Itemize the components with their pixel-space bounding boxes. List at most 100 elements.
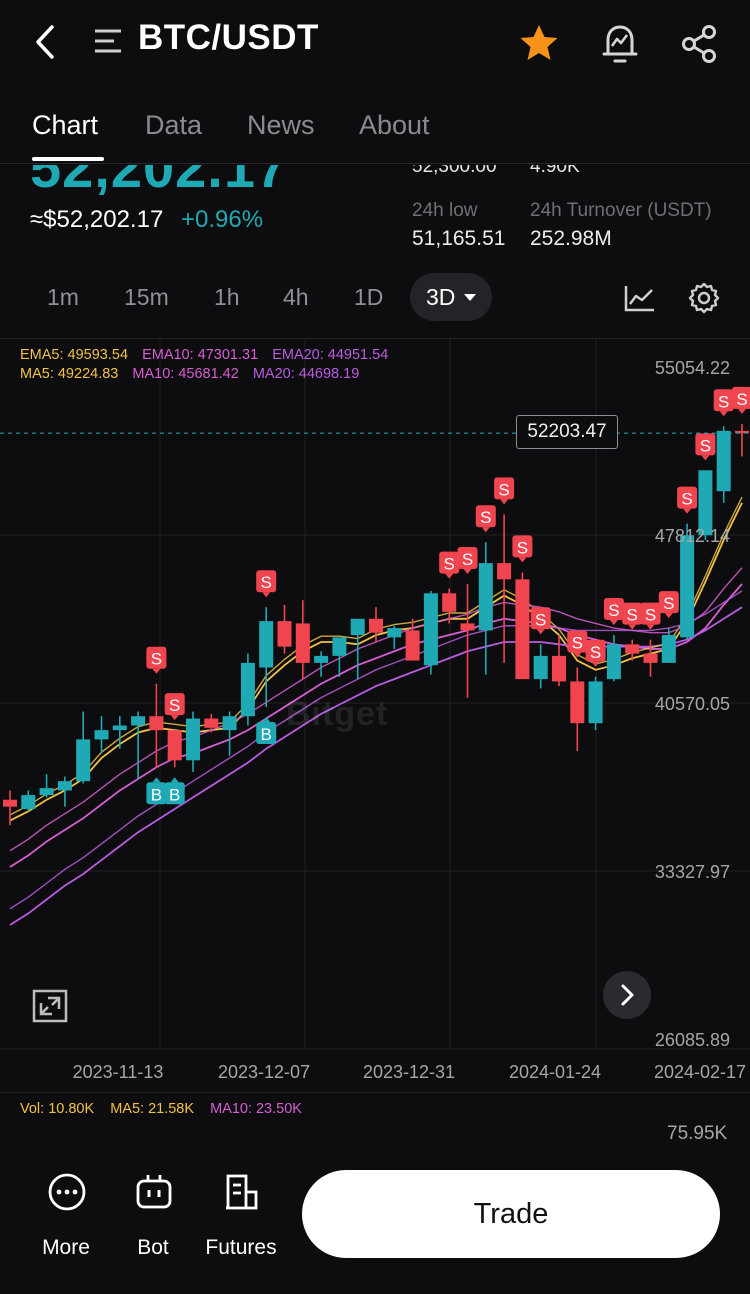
chart-area[interactable]: S S B B S B S S S S S S S S S S S S S S S S 55054.22 47812.14 40… [0, 338, 750, 1092]
candle-body [149, 716, 164, 731]
ticker-clipped-row: 52,202.17 52,300.00 4.90K [0, 165, 750, 195]
candle-body [423, 593, 438, 666]
candle-body [350, 618, 365, 636]
volume-axis-max: 75.95K [667, 1123, 728, 1144]
tab-bar: Chart Data News About [0, 100, 750, 164]
ma10-legend: MA10: 45681.42 [132, 366, 239, 382]
x-tick-label: 2023-11-13 [73, 1062, 164, 1082]
ema-legend: EMA5: 49593.54 EMA10: 47301.31 EMA20: 44… [20, 347, 398, 363]
tab-news[interactable]: News [247, 110, 315, 140]
marker-pointer [481, 527, 490, 533]
marker-label: S [645, 606, 656, 625]
interval-15m[interactable]: 15m [124, 284, 169, 310]
line-chart-icon[interactable] [624, 284, 656, 312]
tab-chart[interactable]: Chart [32, 110, 99, 140]
fullscreen-icon[interactable] [32, 989, 68, 1023]
interval-selected-label: 3D [426, 284, 456, 310]
marker-pointer [738, 408, 746, 414]
candle-body [588, 681, 603, 724]
candle-body [661, 635, 676, 663]
interval-1d[interactable]: 1D [354, 284, 384, 310]
marker-label: S [572, 634, 583, 653]
marker-pointer [262, 592, 271, 598]
marker-label: S [608, 601, 619, 620]
marker-label: S [663, 594, 674, 613]
marker-pointer [573, 652, 582, 658]
marker-pointer [701, 455, 710, 461]
marker-label: S [700, 436, 711, 455]
candle-body [277, 621, 292, 647]
menu-icon[interactable] [92, 27, 124, 55]
marker-pointer [445, 573, 454, 579]
x-tick-label: 2024-01-24 [509, 1062, 601, 1082]
ma-line-ma5 [9, 502, 743, 822]
candle-body [698, 470, 713, 536]
back-icon[interactable] [28, 22, 62, 62]
interval-4h[interactable]: 4h [283, 284, 309, 310]
candle-body [369, 618, 383, 633]
star-icon[interactable] [518, 22, 560, 64]
sell-marker [439, 551, 460, 574]
candle-body [39, 788, 54, 796]
marker-pointer [152, 668, 161, 674]
sell-marker [164, 693, 185, 716]
ema-line-ema20 [9, 590, 743, 910]
volume-legend: Vol: 10.80K MA5: 21.58K MA10: 23.50K [20, 1101, 314, 1117]
scroll-latest-button[interactable] [603, 971, 651, 1019]
last-price: 52,202.17 [30, 165, 288, 195]
y-tick-label: 55054.22 [655, 358, 730, 378]
gear-icon[interactable] [688, 282, 720, 314]
marker-label: B [169, 785, 180, 804]
share-icon[interactable] [680, 24, 718, 64]
candle-body [295, 623, 310, 663]
sell-marker [494, 477, 515, 500]
sell-marker [732, 386, 750, 409]
pair-title[interactable]: BTC/USDT [138, 18, 319, 57]
marker-pointer [591, 661, 600, 667]
sell-marker [475, 505, 496, 528]
candle-body [405, 630, 420, 661]
ema20-legend: EMA20: 44951.54 [272, 347, 389, 363]
bitget-watermark: Bitget [286, 695, 389, 733]
more-button[interactable]: More [23, 1172, 109, 1262]
marker-pointer [683, 508, 692, 514]
buy-marker [146, 782, 167, 805]
alert-icon[interactable] [600, 22, 640, 66]
interval-selected-dropdown[interactable]: 3D [410, 273, 492, 321]
sell-marker [530, 607, 551, 630]
candle-body [643, 653, 658, 663]
marker-pointer [664, 613, 673, 619]
candle-body [3, 799, 17, 807]
marker-label: S [462, 550, 473, 569]
bot-button[interactable]: Bot [110, 1172, 196, 1262]
interval-1h[interactable]: 1h [214, 284, 240, 310]
low-label: 24h low [412, 200, 478, 221]
marker-label: S [517, 538, 528, 557]
price-change: +0.96% [181, 206, 264, 233]
marker-label: S [480, 508, 491, 527]
candle-body [552, 655, 566, 682]
more-icon [48, 1173, 86, 1211]
candle-body [131, 716, 146, 726]
trade-button[interactable]: Trade [302, 1170, 720, 1258]
marker-pointer [719, 411, 728, 417]
tab-about[interactable]: About [359, 110, 430, 140]
marker-pointer [628, 624, 637, 630]
turnover-value: 252.98M [530, 227, 612, 250]
marker-label: S [627, 606, 638, 625]
sell-marker [146, 646, 167, 669]
sell-marker [603, 598, 624, 621]
marker-label: S [736, 390, 747, 409]
tab-data[interactable]: Data [145, 110, 203, 140]
futures-button[interactable]: Futures [198, 1172, 284, 1262]
marker-label: S [681, 490, 692, 509]
interval-1m[interactable]: 1m [47, 284, 79, 310]
candle-body [478, 563, 493, 631]
ma-legend: MA5: 49224.83 MA10: 45681.42 MA20: 44698… [20, 366, 369, 382]
candle-body [460, 623, 475, 631]
high-value: 52,300.00 [412, 165, 497, 177]
sell-marker [585, 639, 606, 662]
y-tick-label: 40570.05 [655, 694, 730, 714]
candle-body [680, 535, 695, 638]
